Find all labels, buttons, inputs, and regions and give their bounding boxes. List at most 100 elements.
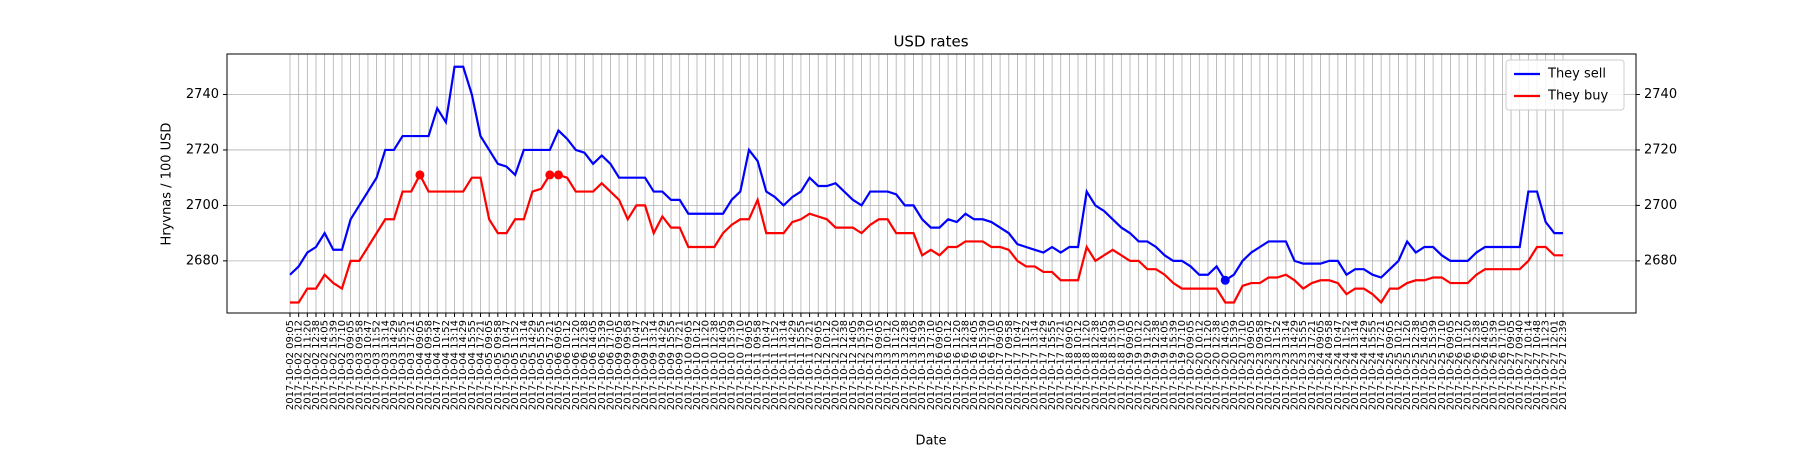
- x-tick-label: 2017-10-06 09:05: [553, 320, 564, 410]
- x-tick-label: 2017-10-24 14:29: [1359, 320, 1370, 410]
- legend-box: [1505, 59, 1625, 111]
- x-tick-label: 2017-10-04 10:47: [432, 320, 443, 410]
- x-tick-label: 2017-10-25 09:05: [1385, 320, 1396, 410]
- x-tick-label: 2017-10-04 15:55: [467, 320, 478, 410]
- x-tick-label: 2017-10-11 14:29: [787, 320, 798, 410]
- x-tick-label: 2017-10-24 11:52: [1342, 320, 1353, 410]
- x-tick-label: 2017-10-18 11:20: [1082, 320, 1093, 410]
- x-tick-label: 2017-10-06 14:05: [588, 320, 599, 410]
- x-tick-label: 2017-10-16 17:10: [986, 320, 997, 410]
- x-tick-label: 2017-10-06 17:10: [605, 320, 616, 410]
- x-tick-label: 2017-10-24 17:21: [1376, 320, 1387, 410]
- x-tick-label: 2017-10-23 11:52: [1272, 320, 1283, 410]
- x-tick-label: 2017-10-09 17:21: [675, 320, 686, 410]
- x-tick-label: 2017-10-03 09:58: [354, 320, 365, 410]
- x-tick-label: 2017-10-17 17:21: [1056, 320, 1067, 410]
- x-tick-label: 2017-10-24 09:05: [1316, 320, 1327, 410]
- y-tick-label: 2740: [186, 87, 219, 102]
- x-tick-label: 2017-10-19 11:20: [1142, 320, 1153, 410]
- x-tick-label: 2017-10-02 12:38: [311, 320, 322, 410]
- x-tick-label: 2017-10-23 17:21: [1307, 320, 1318, 410]
- x-tick-label: 2017-10-02 09:05: [285, 320, 296, 410]
- x-tick-label: 2017-10-12 14:05: [848, 320, 859, 410]
- x-tick-label: 2017-10-23 10:47: [1264, 320, 1275, 410]
- x-tick-label: 2017-10-06 12:38: [579, 320, 590, 410]
- x-tick-label: 2017-10-03 09:05: [346, 320, 357, 410]
- x-tick-label: 2017-10-13 09:05: [874, 320, 885, 410]
- x-tick-label: 2017-10-18 15:39: [1108, 320, 1119, 410]
- x-tick-label: 2017-10-25 14:05: [1419, 320, 1430, 410]
- x-tick-label: 2017-10-17 13:14: [1030, 320, 1041, 410]
- x-tick-label: 2017-10-04 09:58: [424, 320, 435, 410]
- x-tick-label: 2017-10-06 15:39: [597, 320, 608, 410]
- chart-title: USD rates: [893, 33, 968, 51]
- x-tick-label: 2017-10-11 15:55: [796, 320, 807, 410]
- x-tick-label: 2017-10-12 12:38: [839, 320, 850, 410]
- x-tick-label: 2017-10-19 09:05: [1125, 320, 1136, 410]
- x-tick-label: 2017-10-16 09:05: [934, 320, 945, 410]
- x-tick-label: 2017-10-10 10:12: [692, 320, 703, 410]
- x-tick-label: 2017-10-16 10:12: [943, 320, 954, 410]
- x-tick-label: 2017-10-18 14:05: [1099, 320, 1110, 410]
- x-tick-label: 2017-10-13 10:12: [883, 320, 894, 410]
- x-tick-label: 2017-10-09 14:29: [657, 320, 668, 410]
- x-tick-label: 2017-10-23 09:05: [1246, 320, 1257, 410]
- x-tick-label: 2017-10-02 10:12: [294, 320, 305, 410]
- x-tick-label: 2017-10-06 11:20: [571, 320, 582, 410]
- x-tick-label: 2017-10-13 15:39: [917, 320, 928, 410]
- x-tick-label: 2017-10-27 10:48: [1532, 320, 1543, 410]
- x-tick-label: 2017-10-03 15:55: [398, 320, 409, 410]
- x-tick-label: 2017-10-20 10:12: [1194, 320, 1205, 410]
- x-tick-label: 2017-10-20 17:10: [1238, 320, 1249, 410]
- x-tick-label: 2017-10-09 10:47: [631, 320, 642, 410]
- x-tick-label: 2017-10-17 09:05: [995, 320, 1006, 410]
- x-tick-label: 2017-10-12 09:05: [813, 320, 824, 410]
- y-tick-label-right: 2740: [1644, 87, 1677, 102]
- x-tick-label: 2017-10-27 10:14: [1523, 320, 1534, 410]
- x-tick-label: 2017-10-02 17:10: [337, 320, 348, 410]
- x-tick-label: 2017-10-27 09:05: [1506, 320, 1517, 410]
- x-tick-label: 2017-10-13 17:10: [926, 320, 937, 410]
- x-tick-label: 2017-10-10 11:20: [701, 320, 712, 410]
- x-tick-label: 2017-10-18 09:05: [1064, 320, 1075, 410]
- x-tick-label: 2017-10-13 14:05: [909, 320, 920, 410]
- legend-label: They sell: [1547, 67, 1606, 82]
- x-tick-label: 2017-10-20 15:39: [1229, 320, 1240, 410]
- x-tick-label: 2017-10-05 09:58: [493, 320, 504, 410]
- x-tick-label: 2017-10-27 09:40: [1515, 320, 1526, 410]
- x-tick-label: 2017-10-05 13:14: [519, 320, 530, 410]
- x-axis-label: Date: [915, 434, 946, 449]
- x-tick-label: 2017-10-03 13:14: [380, 320, 391, 410]
- y-tick-label: 2720: [186, 142, 219, 157]
- y-tick-label-right: 2700: [1644, 198, 1677, 213]
- x-tick-label: 2017-10-09 15:55: [666, 320, 677, 410]
- x-tick-label: 2017-10-18 12:38: [1090, 320, 1101, 410]
- x-tick-label: 2017-10-16 14:05: [969, 320, 980, 410]
- series-line: [289, 65, 1563, 282]
- x-tick-label: 2017-10-02 15:39: [328, 320, 339, 410]
- highlight-point: [553, 170, 563, 180]
- x-tick-label: 2017-10-06 10:12: [562, 320, 573, 410]
- x-tick-label: 2017-10-11 09:58: [753, 320, 764, 410]
- x-tick-label: 2017-10-13 11:20: [891, 320, 902, 410]
- x-tick-label: 2017-10-04 09:05: [415, 320, 426, 410]
- x-tick-label: 2017-10-12 17:10: [865, 320, 876, 410]
- x-tick-label: 2017-10-23 13:14: [1281, 320, 1292, 410]
- x-tick-label: 2017-10-11 11:52: [770, 320, 781, 410]
- y-tick-label: 2680: [186, 253, 219, 268]
- x-tick-label: 2017-10-19 14:05: [1160, 320, 1171, 410]
- x-tick-label: 2017-10-03 10:47: [363, 320, 374, 410]
- x-tick-label: 2017-10-20 12:38: [1212, 320, 1223, 410]
- plot-frame: [226, 53, 1637, 314]
- x-tick-label: 2017-10-26 15:39: [1489, 320, 1500, 410]
- x-tick-label: 2017-10-10 14:05: [718, 320, 729, 410]
- y-tick-label-right: 2680: [1644, 253, 1677, 268]
- x-tick-label: 2017-10-23 14:29: [1290, 320, 1301, 410]
- x-tick-label: 2017-10-12 15:39: [857, 320, 868, 410]
- x-tick-label: 2017-10-26 09:05: [1445, 320, 1456, 410]
- x-tick-label: 2017-10-11 09:05: [744, 320, 755, 410]
- x-tick-label: 2017-10-16 11:20: [952, 320, 963, 410]
- x-tick-label: 2017-10-17 14:29: [1038, 320, 1049, 410]
- x-tick-label: 2017-10-20 14:05: [1220, 320, 1231, 410]
